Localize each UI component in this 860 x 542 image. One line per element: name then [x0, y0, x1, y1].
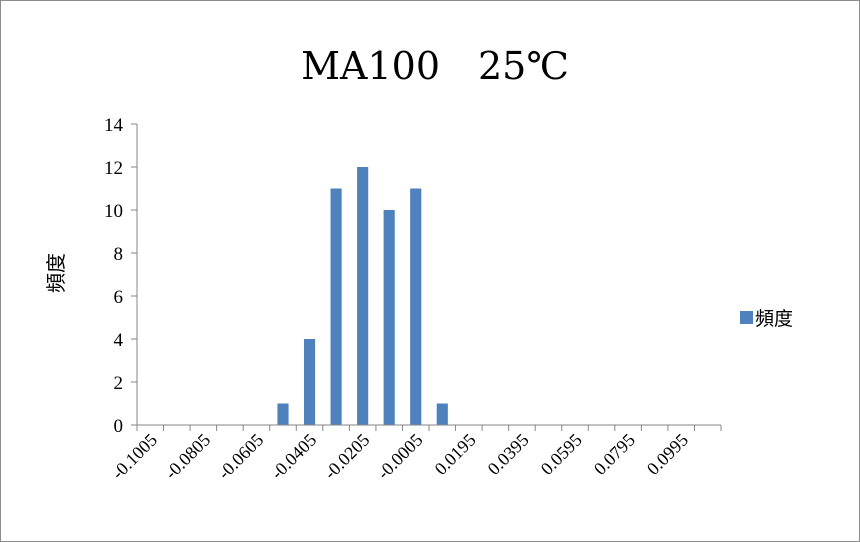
y-axis-ticks: 0 2 4 6 8 10 12 14	[104, 115, 137, 437]
x-tick-label: 0.0795	[590, 430, 639, 479]
bar	[303, 339, 316, 425]
y-tick-label: 14	[104, 115, 124, 136]
bar	[383, 210, 395, 425]
x-tick-label: 0.0995	[643, 430, 692, 479]
bar	[357, 167, 369, 425]
x-tick-label: 0.0195	[431, 430, 480, 479]
y-tick-label: 6	[114, 287, 124, 308]
x-tick-label: -0.0005	[373, 430, 426, 483]
x-tick-label: 0.0595	[537, 430, 586, 479]
bar	[410, 188, 422, 425]
legend-swatch	[740, 311, 753, 324]
x-tick-label: -0.0405	[267, 430, 320, 483]
y-tick-label: 10	[104, 201, 123, 222]
y-tick-label: 12	[104, 158, 123, 179]
bar	[436, 403, 448, 425]
bar	[330, 188, 342, 425]
bars	[277, 167, 448, 425]
y-tick-label: 2	[114, 373, 124, 394]
y-tick-label: 8	[114, 244, 124, 265]
x-tick-label: -0.0805	[161, 430, 214, 483]
y-axis-label: 頻度	[44, 253, 68, 293]
y-tick-label: 4	[114, 330, 124, 351]
bar	[277, 403, 289, 425]
legend-label: 頻度	[755, 308, 793, 330]
x-axis-ticks: -0.1005 -0.0805 -0.0605 -0.0405 -0.0205 -0.00…	[108, 425, 722, 483]
chart-title: MA100 25℃	[301, 44, 569, 88]
x-tick-label: 0.0395	[484, 430, 533, 479]
x-tick-label: -0.0605	[214, 430, 267, 483]
x-tick-label: -0.0205	[320, 430, 373, 483]
y-tick-label: 0	[114, 416, 124, 437]
x-tick-label: -0.1005	[108, 430, 161, 483]
legend: 頻度	[740, 308, 793, 330]
